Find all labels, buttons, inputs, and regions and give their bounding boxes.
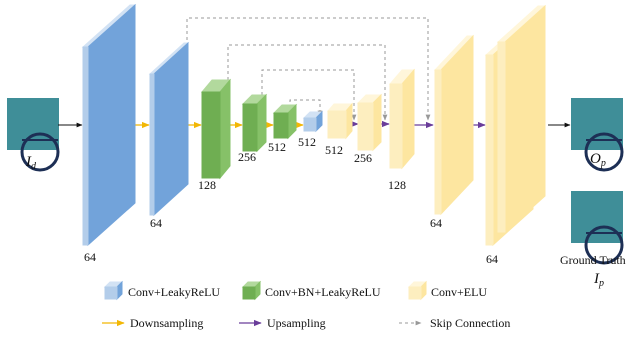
channel-label: 64	[150, 216, 162, 230]
block	[243, 282, 260, 299]
block-side	[154, 43, 188, 215]
block	[409, 282, 426, 299]
block-front	[105, 287, 117, 299]
block	[328, 104, 352, 138]
block-front	[243, 104, 257, 151]
subscript: p	[598, 278, 604, 289]
block-front	[435, 70, 441, 214]
output-label: Op	[590, 151, 606, 169]
block	[358, 95, 381, 150]
block	[150, 43, 188, 215]
channel-label: 512	[268, 140, 286, 154]
block-front	[304, 118, 316, 131]
block	[498, 6, 545, 232]
block-front	[202, 92, 220, 178]
channel-label: 64	[486, 252, 498, 266]
ground-truth-title: Ground Truth	[560, 253, 626, 267]
legend-text: Conv+BN+LeakyReLU	[265, 285, 381, 299]
legend-text: Skip Connection	[430, 316, 510, 330]
channel-label: 128	[198, 178, 216, 192]
block-front	[328, 111, 346, 138]
block	[243, 95, 266, 151]
block	[274, 105, 296, 138]
block-side	[505, 6, 545, 232]
block-front	[83, 47, 88, 245]
block-front	[150, 74, 154, 215]
legend: Downsampling Upsampling Skip Connection …	[102, 282, 510, 330]
channel-label: 512	[325, 143, 343, 157]
legend-text: Downsampling	[130, 316, 203, 330]
block-side	[220, 80, 230, 178]
block	[83, 5, 135, 245]
block-front	[498, 42, 505, 232]
block	[202, 80, 230, 178]
block-front	[409, 287, 421, 299]
block	[435, 36, 473, 214]
legend-text: Upsampling	[267, 316, 326, 330]
legend-text: Conv+ELU	[431, 285, 487, 299]
block-side	[402, 70, 414, 168]
block-side	[88, 5, 135, 245]
block	[304, 112, 322, 131]
block-front	[243, 287, 255, 299]
network-diagram: Id Op Ground Truth Ip Downsampling Upsam…	[0, 0, 634, 337]
legend-text: Conv+LeakyReLU	[128, 285, 220, 299]
channel-label: 256	[354, 151, 372, 165]
symbol: O	[590, 151, 601, 167]
channel-label: 256	[238, 150, 256, 164]
block-front	[358, 103, 373, 150]
block-front	[486, 55, 493, 245]
block-front	[274, 113, 288, 138]
channel-label: 512	[298, 135, 316, 149]
subscript: p	[600, 158, 606, 169]
block-side	[257, 95, 266, 151]
channel-label: 128	[388, 178, 406, 192]
block-side	[373, 95, 381, 150]
channel-label: 64	[430, 216, 442, 230]
input-label: Id	[25, 154, 37, 172]
channel-label: 64	[84, 250, 96, 264]
ground-truth-label: Ip	[593, 271, 604, 289]
input-image	[7, 98, 59, 170]
block-front	[390, 84, 402, 168]
block	[390, 70, 414, 168]
block	[105, 282, 122, 299]
